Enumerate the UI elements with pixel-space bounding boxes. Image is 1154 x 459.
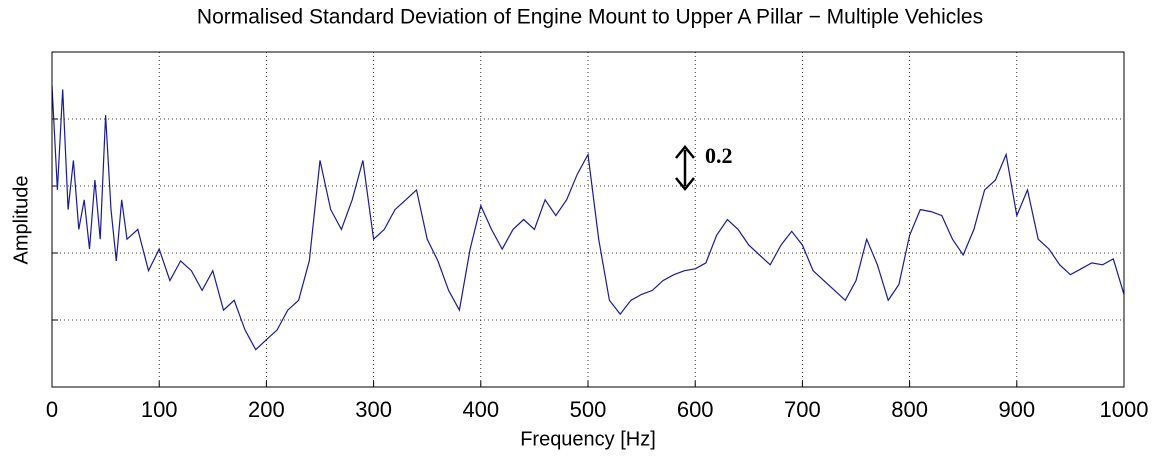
x-tick-label: 500 (570, 397, 607, 422)
x-tick-label: 100 (141, 397, 178, 422)
x-axis-label: Frequency [Hz] (520, 428, 656, 450)
x-tick-label: 400 (462, 397, 499, 422)
y-axis-label: Amplitude (10, 176, 32, 265)
annotation-arrowhead (675, 177, 695, 191)
x-tick-label: 600 (677, 397, 714, 422)
annotation-label: 0.2 (705, 143, 733, 168)
x-tick-label: 800 (891, 397, 928, 422)
plot-area (52, 52, 1124, 387)
x-tick-label: 1000 (1100, 397, 1149, 422)
chart-title: Normalised Standard Deviation of Engine … (197, 6, 983, 29)
x-tick-label: 200 (248, 397, 285, 422)
annotation-arrowhead (675, 145, 695, 159)
x-tick-label: 0 (46, 397, 58, 422)
x-tick-label: 300 (355, 397, 392, 422)
x-tick-label: 900 (998, 397, 1035, 422)
x-tick-label: 700 (784, 397, 821, 422)
axes-box (51, 51, 1125, 388)
data-line (51, 85, 1125, 351)
